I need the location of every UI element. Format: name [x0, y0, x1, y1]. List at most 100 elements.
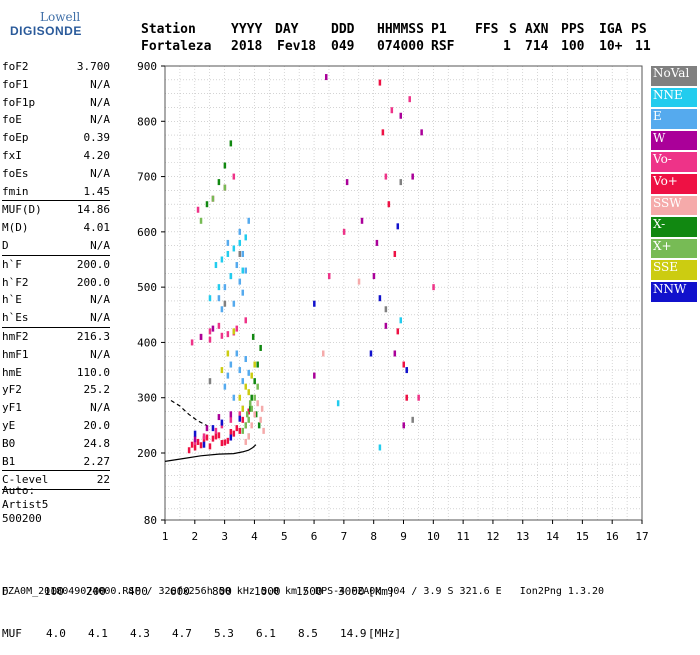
data-point [220, 332, 224, 339]
data-point [247, 416, 250, 423]
param-row: hmF1 N/A [2, 346, 110, 364]
chart-curves [164, 399, 257, 462]
header-label: S [509, 22, 517, 37]
param-name: h`F [2, 257, 22, 271]
distance-value: 1500 [296, 585, 323, 598]
data-point [372, 273, 376, 280]
data-point [238, 239, 242, 246]
param-value: N/A [90, 347, 110, 361]
param-name: B0 [2, 436, 16, 450]
param-name: fxI [2, 148, 22, 162]
data-point [247, 369, 250, 376]
data-point [196, 206, 200, 213]
data-point [211, 325, 215, 332]
data-point [229, 140, 233, 147]
data-point [238, 367, 242, 374]
muf-value: 8.5 [298, 627, 318, 640]
header-label: AXN [525, 22, 549, 37]
data-point [257, 422, 261, 429]
param-row: foE N/A [2, 111, 110, 129]
y-tick-label: 600 [137, 226, 157, 239]
data-point [390, 107, 394, 114]
muf-label: MUF [2, 627, 22, 640]
data-point [226, 437, 230, 444]
data-point [217, 179, 221, 186]
data-point [205, 434, 209, 441]
header-value: 100 [561, 39, 585, 54]
data-point [235, 425, 239, 432]
x-tick-label: 6 [311, 530, 318, 543]
header-label: Station [141, 22, 196, 37]
header-value: Fev18 [277, 39, 317, 54]
data-point [190, 441, 194, 448]
data-point [253, 411, 256, 418]
data-point [411, 416, 414, 423]
header-label: PS [631, 22, 647, 37]
data-point [208, 443, 212, 450]
data-point [220, 440, 224, 447]
data-point [247, 433, 250, 440]
data-point [254, 411, 258, 418]
data-point [393, 250, 397, 257]
legend-item: E [651, 109, 697, 131]
data-point [375, 239, 379, 246]
x-tick-label: 13 [516, 530, 529, 543]
data-point [360, 217, 364, 224]
y-tick-label: 900 [137, 60, 157, 73]
param-name: h`E [2, 293, 22, 307]
param-name: hmF2 [2, 329, 29, 343]
param-row: yF1 N/A [2, 399, 110, 417]
param-name: hmE [2, 365, 22, 379]
legend-item: W [651, 130, 697, 153]
param-name: foF1p [2, 95, 36, 109]
data-point [199, 333, 203, 340]
data-point [241, 416, 245, 423]
data-point [214, 262, 218, 269]
data-point [229, 428, 233, 435]
data-point [223, 184, 227, 191]
data-point [199, 442, 203, 449]
data-point [253, 361, 256, 368]
x-tick-label: 17 [635, 530, 648, 543]
data-point [238, 250, 242, 257]
data-point [250, 394, 253, 401]
header-value: 049 [331, 39, 355, 54]
data-point [432, 284, 435, 291]
profile-curve [164, 444, 257, 462]
param-row: foEs N/A [2, 165, 110, 183]
footer-info: FZA0M_2018049074000.RSF / 320fx256h 50 k… [2, 586, 605, 597]
data-point [248, 405, 252, 412]
data-point [241, 267, 245, 274]
data-point [220, 256, 224, 263]
data-point [345, 179, 349, 186]
legend-item: X- [651, 217, 697, 239]
data-point [232, 430, 236, 437]
y-tick-label: 800 [137, 115, 157, 128]
param-row: fxI 4.20 [2, 147, 110, 165]
data-point [241, 250, 245, 257]
data-point [217, 432, 221, 439]
data-point [190, 339, 194, 346]
x-tick-label: 7 [341, 530, 348, 543]
param-value: 24.8 [83, 436, 111, 450]
param-row: foF1p N/A [2, 94, 110, 112]
data-point [244, 317, 247, 324]
data-point [342, 228, 346, 235]
header-label: DDD [331, 22, 355, 37]
data-point [396, 223, 400, 230]
param-row: hmE 110.0 [2, 364, 110, 382]
param-value: 4.20 [83, 148, 111, 162]
data-point [244, 234, 247, 241]
data-point [238, 415, 242, 422]
data-point [229, 434, 233, 441]
distance-value: 100 [44, 585, 64, 598]
data-point [384, 306, 388, 313]
data-point [248, 400, 252, 407]
data-point [199, 217, 203, 224]
data-point [196, 438, 200, 445]
data-point [396, 328, 400, 335]
x-tick-label: 15 [576, 530, 589, 543]
header-label: FFS [475, 22, 499, 37]
header-label: YYYY [231, 22, 263, 37]
data-point [202, 433, 206, 440]
